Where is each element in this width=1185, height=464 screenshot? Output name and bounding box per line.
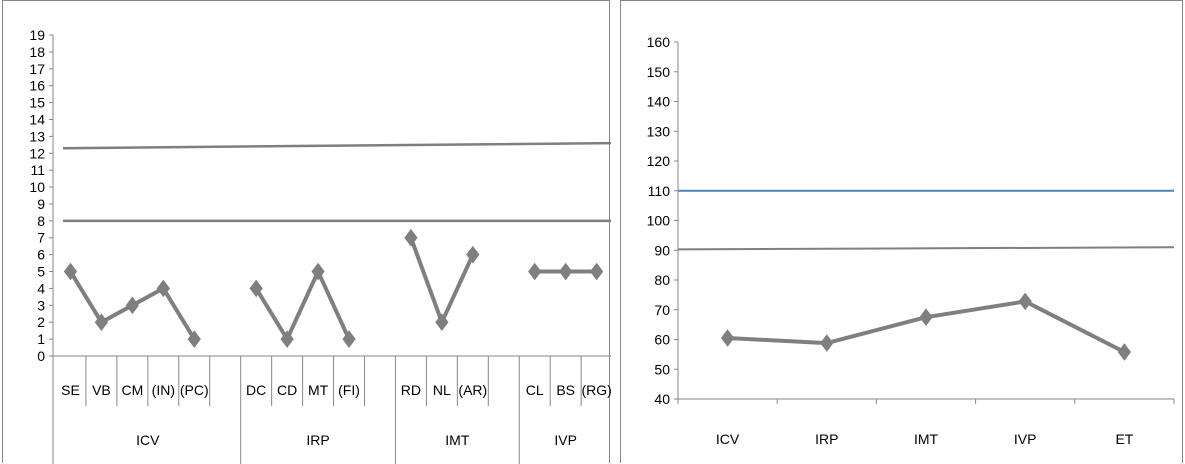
- x-category-label: VB: [92, 382, 111, 398]
- data-point: [94, 313, 109, 332]
- y-tick-label: 18: [29, 44, 45, 60]
- data-point: [311, 262, 325, 281]
- data-point: [280, 330, 294, 348]
- y-tick-label: 90: [654, 242, 670, 258]
- data-point: [559, 262, 573, 281]
- y-tick-label: 17: [29, 61, 45, 77]
- y-tick-label: 15: [29, 95, 45, 111]
- y-tick-label: 120: [647, 153, 671, 169]
- data-point: [820, 334, 834, 352]
- y-tick-label: 16: [29, 78, 45, 94]
- y-tick-label: 150: [647, 64, 671, 80]
- chart-right-panel: 40 50 60 70 80 90 100 110 120 130 140 150 160 ICV IRP I…: [620, 0, 1183, 463]
- data-point: [466, 245, 480, 264]
- x-category-label: SE: [61, 382, 80, 398]
- y-tick-label: 100: [647, 213, 671, 229]
- x-category-label: BS: [556, 382, 575, 398]
- y-tick-label: 7: [37, 230, 45, 246]
- y-tick-label: 50: [654, 361, 670, 377]
- x-category-label: CL: [526, 382, 544, 398]
- y-tick-label: 5: [37, 264, 45, 280]
- reference-line: [62, 141, 611, 150]
- data-point: [187, 330, 201, 348]
- data-point: [528, 262, 542, 281]
- y-tick-label: 140: [647, 94, 671, 110]
- chart-right: 40 50 60 70 80 90 100 110 120 130 140 150 160 ICV IRP I…: [647, 34, 1175, 447]
- data-point: [156, 279, 170, 298]
- data-point: [1117, 343, 1132, 361]
- x-category-label: CD: [277, 382, 297, 398]
- y-tick-label: 8: [37, 213, 45, 229]
- x-group-label: ICV: [136, 432, 160, 448]
- chart-left-panel: 0 1 2 3 4 5 6 7 8 9 10 11 12 13 14 15 16 17 18 19 SE VB CM (IN)…: [2, 0, 611, 464]
- y-tick-label: 1: [37, 331, 45, 347]
- x-category-label: NL: [433, 382, 451, 398]
- y-tick-label: 19: [29, 27, 45, 43]
- data-point: [249, 279, 263, 298]
- y-tick-label: 10: [29, 179, 45, 195]
- series-line: [254, 269, 351, 342]
- y-tick-label: 60: [654, 332, 670, 348]
- x-category-label: (PC): [180, 382, 209, 398]
- x-category-label: (FI): [338, 382, 360, 398]
- y-tick-label: 13: [29, 128, 45, 144]
- y-tick-label: 12: [29, 145, 45, 161]
- data-point: [342, 330, 356, 348]
- x-category-label: IMT: [914, 431, 939, 447]
- data-point: [404, 228, 418, 247]
- y-tick-label: 40: [654, 391, 670, 407]
- data-point: [63, 262, 78, 281]
- reference-line: [677, 246, 1175, 251]
- data-point: [435, 313, 449, 332]
- x-category-label: (AR): [458, 382, 487, 398]
- x-group-label: IMT: [445, 432, 470, 448]
- data-point: [720, 329, 735, 347]
- y-tick-label: 110: [648, 183, 671, 199]
- data-point: [125, 296, 139, 315]
- y-tick-label: 80: [654, 272, 670, 288]
- x-category-label: MT: [308, 382, 329, 398]
- y-tick-label: 2: [37, 314, 45, 330]
- x-category-label: IRP: [815, 431, 838, 447]
- x-category-label: RD: [401, 382, 421, 398]
- x-category-label: CM: [121, 382, 143, 398]
- series-line: [409, 237, 475, 325]
- x-category-label: DC: [246, 382, 266, 398]
- y-tick-label: 160: [647, 34, 671, 50]
- x-category-label: ET: [1115, 431, 1133, 447]
- x-category-label: IVP: [1014, 431, 1037, 447]
- y-tick-label: 14: [29, 111, 45, 127]
- data-point: [919, 308, 933, 327]
- x-category-label: ICV: [716, 431, 740, 447]
- x-group-label: IRP: [306, 432, 329, 448]
- y-tick-label: 3: [37, 297, 45, 313]
- y-tick-label: 0: [37, 348, 45, 364]
- y-tick-label: 11: [30, 162, 45, 178]
- y-tick-label: 130: [647, 123, 671, 139]
- y-tick-label: 6: [37, 247, 45, 263]
- x-category-label: (RG): [581, 382, 611, 398]
- x-category-label: (IN): [152, 382, 175, 398]
- data-point: [590, 262, 604, 281]
- data-point: [1018, 292, 1032, 311]
- y-tick-label: 70: [654, 302, 670, 318]
- y-tick-label: 4: [37, 280, 45, 296]
- y-tick-label: 9: [37, 196, 45, 212]
- x-group-label: IVP: [554, 432, 577, 448]
